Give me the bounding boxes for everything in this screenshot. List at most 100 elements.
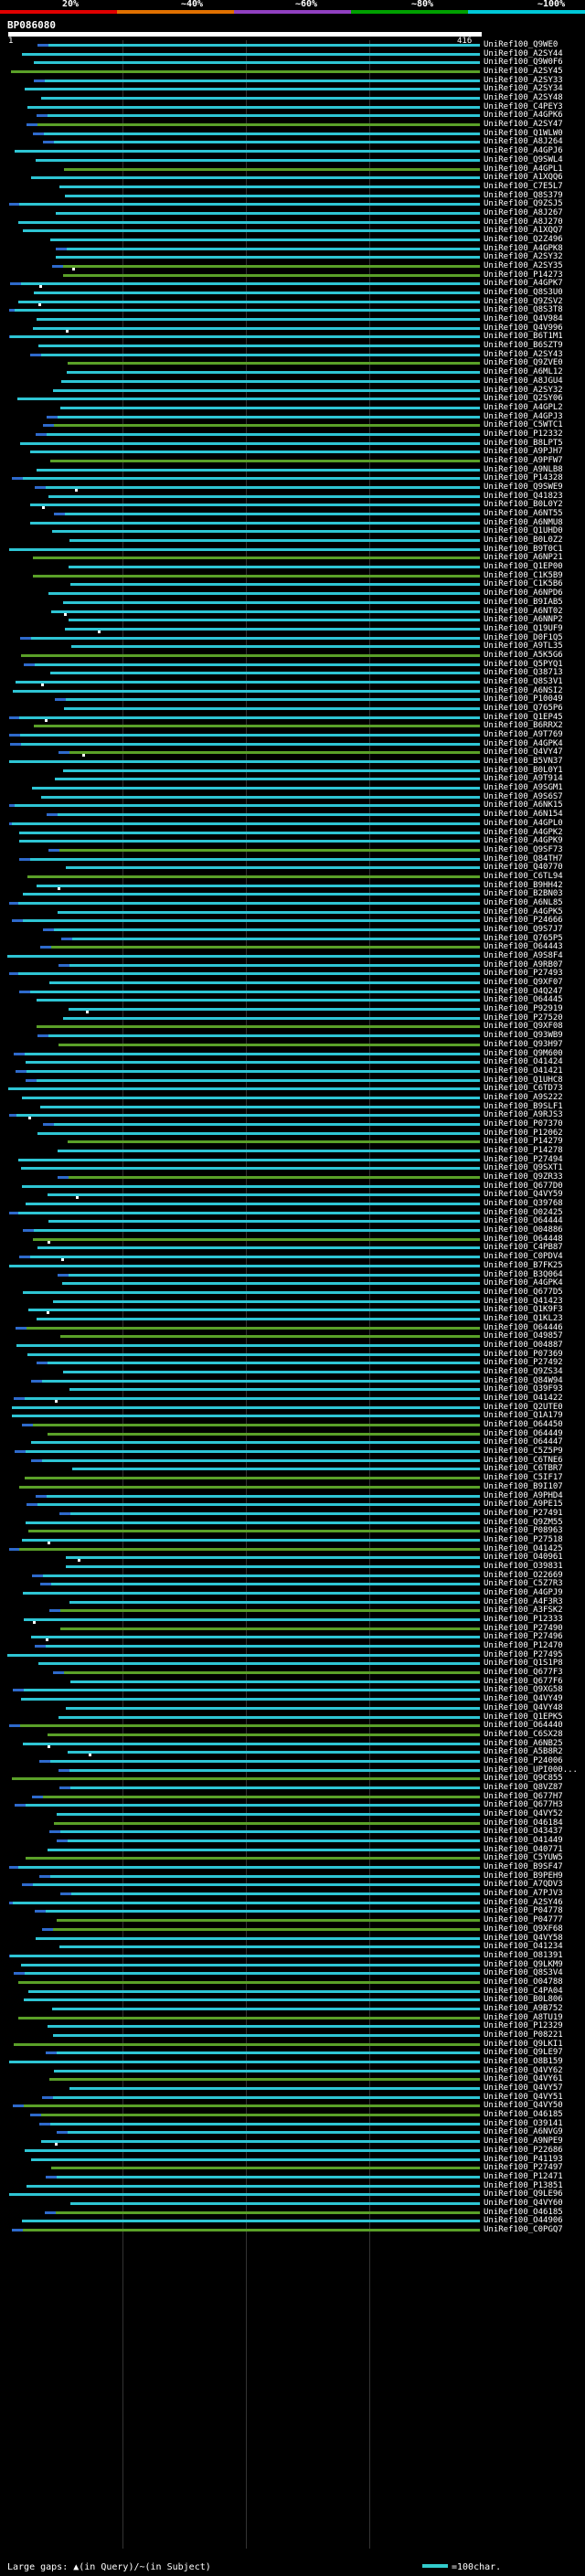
hit-label[interactable]: UniRef100_A2SY35 <box>484 261 563 270</box>
hit-label[interactable]: UniRef100_Q2UTE0 <box>484 1402 563 1412</box>
hit-label[interactable]: UniRef100_D0F1Q5 <box>484 632 563 642</box>
hit-label[interactable]: UniRef100_A5K5G6 <box>484 650 563 660</box>
hit-label[interactable]: UniRef100_A4GPL2 <box>484 402 563 412</box>
hit-label[interactable]: UniRef100_Q9SWE9 <box>484 482 563 492</box>
hit-label[interactable]: UniRef100_Q4VY52 <box>484 1809 563 1818</box>
hit-label[interactable]: UniRef100_A8J270 <box>484 217 563 227</box>
hit-label[interactable]: UniRef100_C4PB87 <box>484 1243 563 1253</box>
hit-label[interactable]: UniRef100_O40771 <box>484 1844 563 1854</box>
hit-label[interactable]: UniRef100_O41424 <box>484 1057 563 1067</box>
hit-label[interactable]: UniRef100_A1XQQ7 <box>484 226 563 236</box>
hit-label[interactable]: UniRef100_A9S6S7 <box>484 791 563 801</box>
hit-label[interactable]: UniRef100_Q41823 <box>484 491 563 501</box>
hit-label[interactable]: UniRef100_Q4VY57 <box>484 2083 563 2094</box>
hit-label[interactable]: UniRef100_A8TU19 <box>484 2012 563 2022</box>
hit-label[interactable]: UniRef100_Q39768 <box>484 1199 563 1209</box>
hit-label[interactable]: UniRef100_A4GPK5 <box>484 906 563 917</box>
hit-label[interactable]: UniRef100_Q4VY48 <box>484 1702 563 1712</box>
hit-label[interactable]: UniRef100_Q2Z496 <box>484 234 563 244</box>
hit-label[interactable]: UniRef100_Q9ZS34 <box>484 1367 563 1376</box>
hit-label[interactable]: UniRef100_A2SY46 <box>484 1897 563 1907</box>
hit-label[interactable]: UniRef100_B9IAB5 <box>484 597 563 607</box>
hit-label[interactable]: UniRef100_Q765P5 <box>484 933 563 943</box>
hit-label[interactable]: UniRef100_A9NLB8 <box>484 464 563 474</box>
hit-label[interactable]: UniRef100_A8J267 <box>484 207 563 217</box>
hit-label[interactable]: UniRef100_Q1S1P8 <box>484 1659 563 1669</box>
hit-label[interactable]: UniRef100_C0PDV4 <box>484 1252 563 1262</box>
hit-label[interactable]: UniRef100_Q9XF07 <box>484 978 563 988</box>
hit-label[interactable]: UniRef100_A4GPK9 <box>484 836 563 846</box>
hit-label[interactable]: UniRef100_B6RRX2 <box>484 721 563 731</box>
hit-label[interactable]: UniRef100_P41193 <box>484 2154 563 2164</box>
hit-label[interactable]: UniRef100_A6ML12 <box>484 367 563 377</box>
hit-label[interactable]: UniRef100_A4GPK6 <box>484 111 563 121</box>
hit-label[interactable]: UniRef100_B9PEH9 <box>484 1871 563 1881</box>
hit-label[interactable]: UniRef100_P12329 <box>484 2021 563 2031</box>
hit-label[interactable]: UniRef100_O64448 <box>484 1234 563 1244</box>
hit-label[interactable]: UniRef100_A9RB07 <box>484 959 563 970</box>
hit-label[interactable]: UniRef100_C5Z5P9 <box>484 1447 563 1457</box>
hit-label[interactable]: UniRef100_O46184 <box>484 1818 563 1828</box>
hit-label[interactable]: UniRef100_A2SY47 <box>484 120 563 130</box>
hit-label[interactable]: UniRef100_Q4VY61 <box>484 2074 563 2084</box>
hit-label[interactable]: UniRef100_O44906 <box>484 2216 563 2226</box>
hit-label[interactable]: UniRef100_P12470 <box>484 1641 563 1651</box>
hit-label[interactable]: UniRef100_Q9ZSV2 <box>484 296 563 306</box>
hit-label[interactable]: UniRef100_P27492 <box>484 1358 563 1368</box>
hit-label[interactable]: UniRef100_O02425 <box>484 1207 563 1217</box>
hit-label[interactable]: UniRef100_Q9LE96 <box>484 2189 563 2200</box>
hit-label[interactable]: UniRef100_B6T1M1 <box>484 332 563 342</box>
hit-label[interactable]: UniRef100_O40961 <box>484 1553 563 1563</box>
hit-label[interactable]: UniRef100_C7E5L7 <box>484 181 563 191</box>
hit-label[interactable]: UniRef100_B3Q064 <box>484 1269 563 1279</box>
hit-label[interactable]: UniRef100_Q41423 <box>484 1296 563 1306</box>
hit-label[interactable]: UniRef100_A9T769 <box>484 730 563 740</box>
hit-label[interactable]: UniRef100_Q4VY50 <box>484 2101 563 2111</box>
hit-label[interactable]: UniRef100_A7PJV3 <box>484 1889 563 1899</box>
hit-label[interactable]: UniRef100_P04777 <box>484 1915 563 1925</box>
hit-label[interactable]: UniRef100_O46185 <box>484 2110 563 2120</box>
hit-label[interactable]: UniRef100_O41421 <box>484 1065 563 1076</box>
hit-label[interactable]: UniRef100_P14273 <box>484 270 563 280</box>
hit-label[interactable]: UniRef100_A4GPK8 <box>484 243 563 253</box>
hit-label[interactable]: UniRef100_P27493 <box>484 969 563 979</box>
hit-label[interactable]: UniRef100_A6NPD6 <box>484 588 563 599</box>
hit-label[interactable]: UniRef100_P22686 <box>484 2145 563 2155</box>
hit-label[interactable]: UniRef100_Q2SY06 <box>484 394 563 404</box>
hit-label[interactable]: UniRef100_Q4VY49 <box>484 1694 563 1704</box>
hit-label[interactable]: UniRef100_A6NT02 <box>484 606 563 616</box>
hit-label[interactable]: UniRef100_Q1EP00 <box>484 562 563 572</box>
hit-label[interactable]: UniRef100_P12333 <box>484 1615 563 1625</box>
hit-label[interactable]: UniRef100_P07370 <box>484 1118 563 1129</box>
hit-label[interactable]: UniRef100_O46185 <box>484 2207 563 2217</box>
hit-label[interactable]: UniRef100_A9PHD4 <box>484 1490 563 1500</box>
hit-label[interactable]: UniRef100_Q5PYQ1 <box>484 659 563 669</box>
hit-label[interactable]: UniRef100_A2SY43 <box>484 349 563 359</box>
hit-label[interactable]: UniRef100_B0L0Z2 <box>484 535 563 546</box>
hit-label[interactable]: UniRef100_Q9S7J7 <box>484 925 563 934</box>
hit-label[interactable]: UniRef100_Q9SWL4 <box>484 154 563 164</box>
hit-label[interactable]: UniRef100_A6NL85 <box>484 897 563 907</box>
hit-label[interactable]: UniRef100_A2SY32 <box>484 252 563 262</box>
hit-label[interactable]: UniRef100_A4GPK2 <box>484 827 563 837</box>
hit-label[interactable]: UniRef100_C6TL94 <box>484 871 563 881</box>
hit-label[interactable]: UniRef100_Q4VY58 <box>484 1933 563 1943</box>
hit-label[interactable]: UniRef100_B5VN37 <box>484 757 563 767</box>
hit-label[interactable]: UniRef100_Q9WE0 <box>484 40 558 49</box>
hit-label[interactable]: UniRef100_P08963 <box>484 1526 563 1536</box>
hit-label[interactable]: UniRef100_O49857 <box>484 1331 563 1341</box>
hit-label[interactable]: UniRef100_Q1UHD0 <box>484 526 563 536</box>
hit-label[interactable]: UniRef100_Q4VY47 <box>484 747 563 758</box>
hit-label[interactable]: UniRef100_Q93WB9 <box>484 1031 563 1041</box>
hit-label[interactable]: UniRef100_O64445 <box>484 995 563 1005</box>
hit-label[interactable]: UniRef100_A9SGM1 <box>484 783 563 793</box>
hit-label[interactable]: UniRef100_P27495 <box>484 1649 563 1659</box>
hit-label[interactable]: UniRef100_O41425 <box>484 1543 563 1553</box>
hit-label[interactable]: UniRef100_Q9LKI1 <box>484 2039 563 2049</box>
hit-label[interactable]: UniRef100_C4PEY3 <box>484 101 563 111</box>
hit-label[interactable]: UniRef100_C0PGQ7 <box>484 2224 563 2234</box>
hit-label[interactable]: UniRef100_O81391 <box>484 1950 563 1960</box>
hit-label[interactable]: UniRef100_Q677D5 <box>484 1287 563 1297</box>
hit-label[interactable]: UniRef100_B9I107 <box>484 1481 563 1491</box>
hit-label[interactable]: UniRef100_A2SY34 <box>484 84 563 94</box>
